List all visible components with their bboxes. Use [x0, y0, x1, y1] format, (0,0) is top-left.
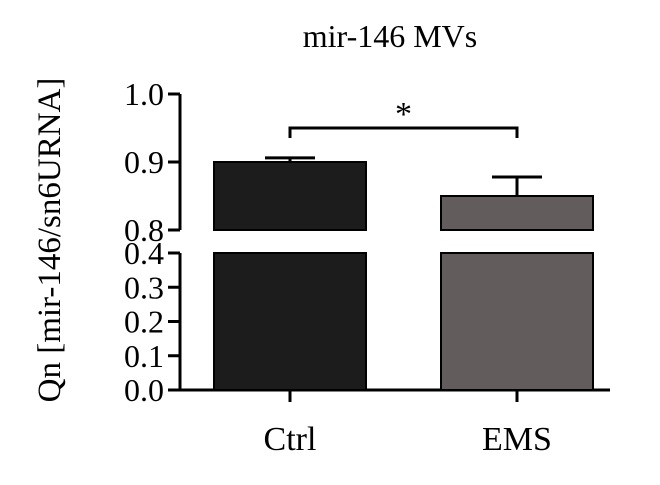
y-upper-tick-label: 0.8	[124, 212, 164, 248]
plot-area: 0.00.10.20.30.40.8 0.9 1.0 Ctrl EMS *	[124, 76, 610, 458]
y-lower-tick-label: 0.3	[124, 269, 164, 305]
y-lower-tick-label: 0.1	[124, 338, 164, 374]
chart-title: mir-146 MVs	[302, 18, 478, 54]
y-upper-tick-label: 1.0	[124, 76, 164, 112]
bar-ems-lower	[440, 252, 594, 391]
y-upper-tick-label: 0.9	[124, 144, 164, 180]
x-tick-label: Ctrl	[264, 421, 317, 458]
y-lower-tick-label: 0.2	[124, 304, 164, 340]
y-lower-tick-label: 0.4	[124, 235, 164, 271]
bar-ems	[440, 195, 594, 231]
y-lower-tick-label: 0.0	[124, 372, 164, 408]
bar-ctrl-lower	[213, 252, 367, 391]
significance-label: *	[395, 96, 412, 133]
bar-ctrl	[213, 161, 367, 231]
y-axis-label: Qn [mir-146/sn6URNA]	[32, 78, 68, 403]
x-tick-label: EMS	[482, 421, 552, 458]
significance-bracket	[288, 126, 519, 138]
